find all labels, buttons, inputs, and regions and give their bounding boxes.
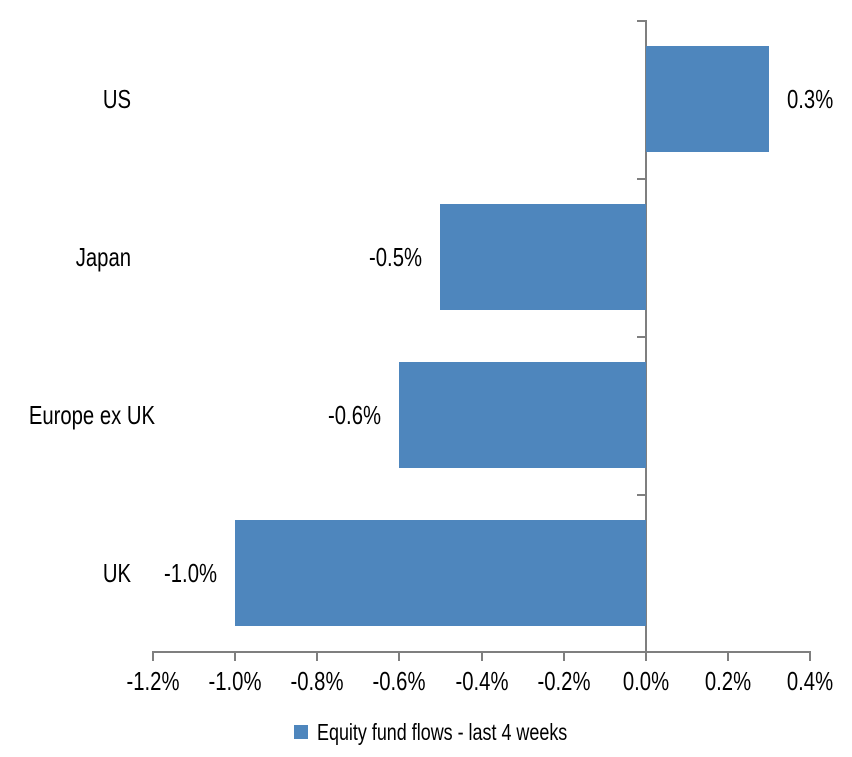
x-axis-tick	[398, 653, 401, 661]
y-axis-tick	[636, 20, 645, 22]
x-tick-label: -0.8%	[290, 666, 344, 696]
bar	[645, 46, 769, 152]
bar	[440, 204, 646, 310]
x-axis-tick	[316, 653, 319, 661]
category-label: UK	[102, 558, 131, 588]
bar-data-label: 0.3%	[786, 84, 834, 114]
category-label: Japan	[75, 242, 131, 272]
x-axis-tick	[152, 653, 154, 661]
x-axis-tick	[726, 653, 729, 661]
x-tick-label: -0.2%	[537, 666, 591, 696]
x-axis-line	[152, 651, 811, 653]
x-axis-tick	[809, 653, 811, 661]
y-axis-tick	[636, 336, 645, 338]
x-tick-label: 0.0%	[622, 666, 669, 696]
y-axis-tick	[636, 494, 645, 496]
x-axis-tick	[644, 653, 647, 661]
legend-swatch-icon	[294, 725, 308, 739]
x-axis-tick	[234, 653, 237, 661]
x-tick-label: 0.4%	[786, 666, 834, 696]
bar	[399, 362, 646, 468]
x-tick-label: -0.4%	[455, 666, 508, 696]
bar-data-label: -0.5%	[369, 242, 423, 272]
bar-data-label: -0.6%	[328, 400, 382, 430]
y-axis-line	[644, 20, 647, 653]
x-tick-label: -1.0%	[208, 666, 262, 696]
bar-data-label: -1.0%	[164, 558, 218, 588]
x-tick-label: -1.2%	[126, 666, 180, 696]
legend: Equity fund flows - last 4 weeks	[294, 719, 638, 745]
x-axis-tick	[480, 653, 483, 661]
bar	[235, 520, 646, 626]
x-tick-label: 0.2%	[704, 666, 751, 696]
category-label: Europe ex UK	[28, 400, 156, 430]
x-tick-label: -0.6%	[372, 666, 426, 696]
y-axis-tick	[636, 178, 645, 180]
x-axis-tick	[562, 653, 565, 661]
category-label: US	[102, 84, 131, 114]
legend-label: Equity fund flows - last 4 weeks	[317, 719, 568, 745]
